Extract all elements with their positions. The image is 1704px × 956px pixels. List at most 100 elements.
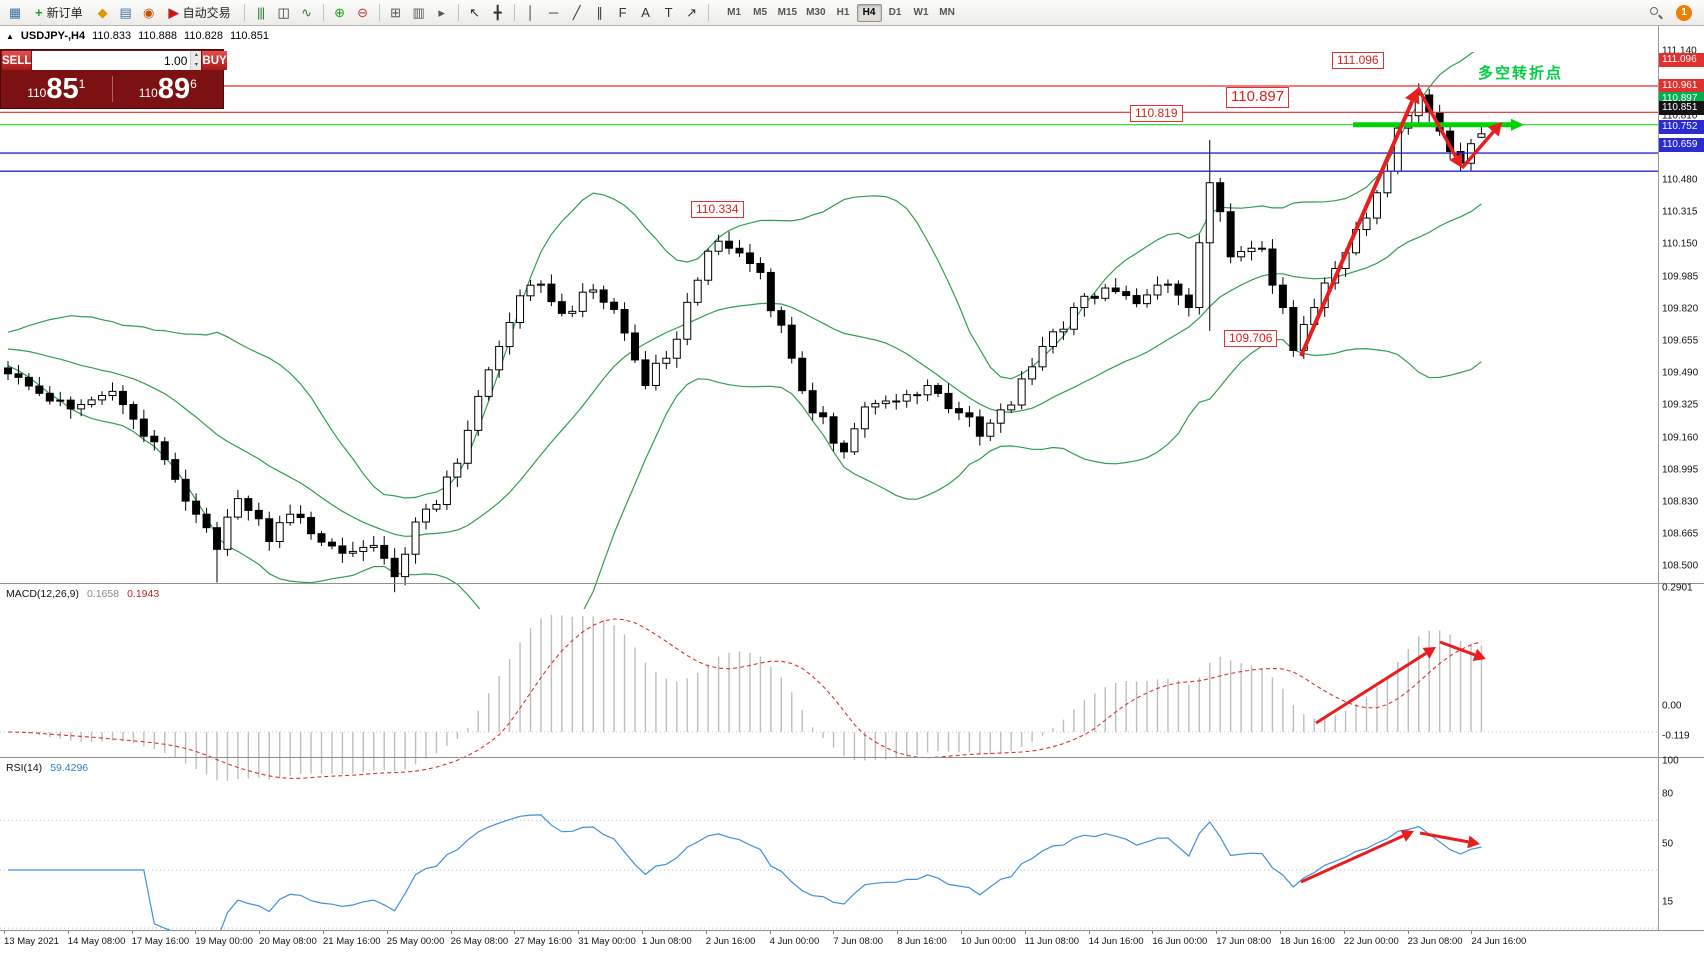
bid-pips: 85 bbox=[46, 72, 79, 105]
price-callout-109.706[interactable]: 109.706 bbox=[1224, 330, 1278, 347]
text-icon[interactable]: A bbox=[641, 5, 650, 20]
price-callout-110.819[interactable]: 110.819 bbox=[1130, 105, 1183, 122]
macd-arrows[interactable] bbox=[1315, 640, 1486, 725]
tf-W1[interactable]: W1 bbox=[913, 7, 929, 18]
price-tick: 109.490 bbox=[1662, 367, 1699, 379]
pane-separator-rsi[interactable] bbox=[0, 757, 1704, 758]
time-tick bbox=[1152, 931, 1154, 934]
trendline-icon[interactable]: ╱ bbox=[572, 4, 581, 20]
price-tick: 108.665 bbox=[1662, 528, 1699, 540]
crosshair-icon[interactable]: ╋ bbox=[493, 4, 502, 20]
price-tick: 110.480 bbox=[1662, 174, 1698, 186]
rsi-value: 59.4296 bbox=[50, 762, 89, 774]
channel-icon[interactable]: ∥ bbox=[596, 4, 603, 20]
tf-H4[interactable]: H4 bbox=[856, 3, 882, 22]
rsi-arrows[interactable] bbox=[1300, 829, 1480, 884]
tf-MN[interactable]: MN bbox=[939, 7, 955, 18]
zoom-in-icon[interactable]: ⊕ bbox=[334, 4, 346, 20]
price-tick: 110.810 bbox=[1662, 110, 1698, 122]
rsi-axis[interactable]: 100 80 50 15 bbox=[1659, 756, 1704, 930]
tf-M1[interactable]: M1 bbox=[727, 7, 742, 18]
volume-input[interactable] bbox=[32, 51, 191, 70]
line-chart-icon[interactable]: ∿ bbox=[301, 4, 313, 20]
new-order-button[interactable]: + 新订单 bbox=[27, 3, 91, 23]
time-axis[interactable]: 13 May 2021 14 May 08:00 17 May 16:00 19 Ma… bbox=[0, 931, 1704, 950]
macd-pane-canvas[interactable] bbox=[0, 610, 1658, 783]
time-label: 11 Jun 08:00 bbox=[1024, 936, 1080, 947]
horizontal-line-icon[interactable]: ─ bbox=[549, 5, 559, 20]
time-tick bbox=[195, 931, 197, 934]
buy-button[interactable]: BUY bbox=[202, 51, 227, 70]
app-icon[interactable]: ▦ bbox=[8, 4, 22, 20]
sell-button[interactable]: SELL bbox=[2, 51, 32, 70]
time-tick bbox=[833, 931, 835, 934]
rsi-name: RSI(14) bbox=[6, 762, 43, 774]
macd-header: MACD(12,26,9) 0.1658 0.1943 bbox=[6, 588, 159, 600]
community-icon[interactable]: ◉ bbox=[142, 4, 155, 20]
time-label: 21 May 16:00 bbox=[323, 936, 381, 947]
tf-M5[interactable]: M5 bbox=[753, 7, 768, 18]
symbol-marker-icon: ▲ bbox=[6, 31, 14, 41]
market-watch-icon[interactable]: ▤ bbox=[119, 4, 132, 20]
drawn-objects[interactable] bbox=[0, 85, 1658, 357]
time-tick bbox=[578, 931, 580, 934]
autotrade-button[interactable]: ▶ 自动交易 bbox=[161, 3, 239, 23]
price-callout-110.334[interactable]: 110.334 bbox=[691, 201, 744, 218]
label-icon[interactable]: T bbox=[664, 5, 673, 20]
macd-axis-label: 0.2901 bbox=[1662, 582, 1693, 594]
time-tick bbox=[642, 931, 643, 934]
bar-low: 110.828 bbox=[184, 30, 223, 42]
rsi-pane-canvas[interactable] bbox=[0, 784, 1658, 956]
price-callout-111.096[interactable]: 111.096 bbox=[1332, 52, 1384, 69]
fibonacci-icon[interactable]: F bbox=[618, 5, 627, 20]
macd-axis-label: 0.00 bbox=[1662, 700, 1682, 712]
price-tick: 109.160 bbox=[1662, 432, 1699, 444]
price-callout-110.897[interactable]: 110.897 bbox=[1226, 87, 1290, 108]
arrows-icon[interactable]: ↗ bbox=[686, 4, 698, 20]
favorites-icon[interactable]: ◆ bbox=[97, 4, 108, 20]
rsi-axis-label: 15 bbox=[1662, 896, 1674, 908]
price-tick: 111.140 bbox=[1662, 45, 1697, 57]
macd-axis[interactable]: 0.2901 0.00 -0.119 bbox=[1659, 582, 1704, 757]
price-tick: 109.325 bbox=[1662, 399, 1699, 411]
time-label: 7 Jun 08:00 bbox=[833, 936, 884, 947]
ask-price: 110 89 6 bbox=[113, 73, 224, 106]
price-box: 110.659 bbox=[1659, 138, 1704, 153]
volume-down-button[interactable]: ▾ bbox=[190, 60, 202, 70]
tf-M15[interactable]: M15 bbox=[777, 7, 798, 18]
bar-open: 110.833 bbox=[92, 30, 132, 42]
bar-chart-icon[interactable]: ||| bbox=[257, 5, 265, 20]
bull-bear-turning-point-note[interactable]: 多空转折点 bbox=[1478, 65, 1564, 82]
bid-integer: 110 bbox=[27, 85, 47, 100]
time-tick bbox=[961, 931, 962, 934]
time-label: 13 May 2021 bbox=[4, 936, 59, 947]
time-tick bbox=[1216, 931, 1218, 934]
price-tick: 110.150 bbox=[1662, 238, 1698, 250]
price-tick: 108.995 bbox=[1662, 464, 1699, 476]
candlestick-icon[interactable]: ◫ bbox=[277, 4, 290, 20]
cursor-icon[interactable]: ↖ bbox=[469, 4, 481, 20]
price-box: 110.961 bbox=[1659, 79, 1704, 94]
tf-D1[interactable]: D1 bbox=[888, 7, 902, 18]
time-tick bbox=[1471, 931, 1473, 934]
time-label: 19 May 00:00 bbox=[195, 936, 253, 947]
time-tick bbox=[1407, 931, 1409, 934]
time-label: 14 Jun 16:00 bbox=[1088, 936, 1144, 947]
symbol-timeframe-label: USDJPY-,H4 bbox=[20, 30, 86, 42]
zoom-out-icon[interactable]: ⊖ bbox=[357, 4, 369, 20]
tf-M30[interactable]: M30 bbox=[806, 7, 826, 18]
search-icon[interactable] bbox=[1645, 3, 1667, 23]
pane-separator-macd[interactable] bbox=[0, 583, 1704, 584]
notification-badge[interactable]: 1 bbox=[1676, 4, 1692, 21]
tf-H1[interactable]: H1 bbox=[836, 7, 850, 18]
tile-windows-icon[interactable]: ⊞ bbox=[390, 4, 402, 20]
autotrade-button-icon: ▶ bbox=[168, 4, 179, 20]
bar-high: 110.888 bbox=[138, 30, 178, 42]
price-chart-canvas[interactable] bbox=[0, 52, 1658, 609]
volume-up-button[interactable]: ▴ bbox=[190, 51, 202, 61]
auto-scroll-icon[interactable]: ▸ bbox=[438, 4, 445, 20]
price-axis[interactable]: 111.140 110.810 110.480 110.315 110.150 109.9… bbox=[1659, 26, 1704, 583]
chart-shift-icon[interactable]: ▥ bbox=[412, 4, 425, 20]
ask-point: 6 bbox=[190, 76, 197, 91]
vertical-line-icon[interactable]: │ bbox=[526, 5, 535, 20]
